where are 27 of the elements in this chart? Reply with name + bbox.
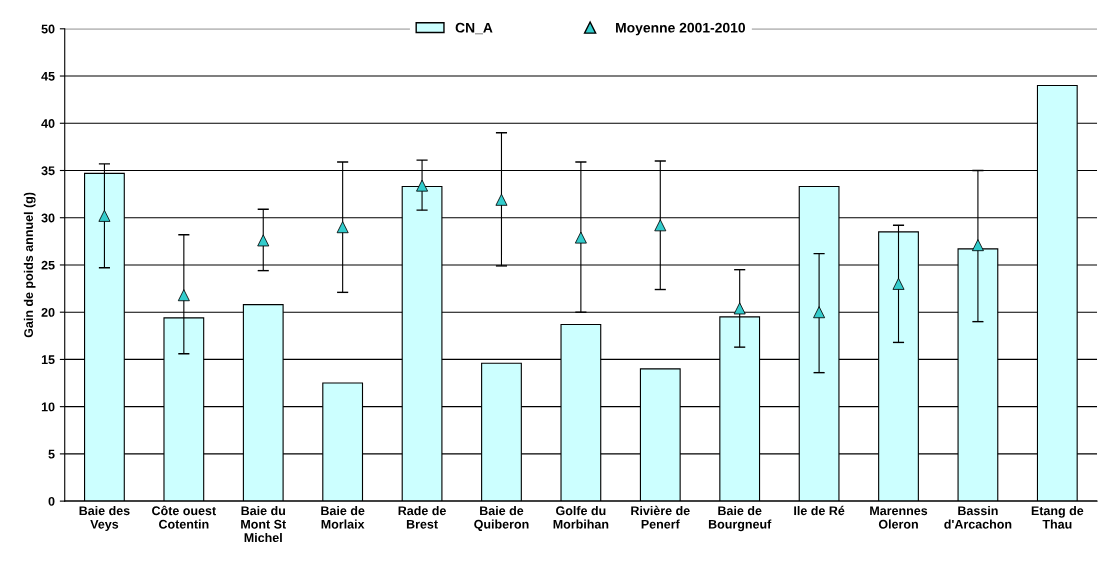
y-tick-label: 35 [41, 166, 55, 176]
x-tick-label: Ile de Ré [794, 505, 845, 516]
x-tick-label: Baie de Quiberon [474, 505, 529, 531]
y-tick-label: 25 [41, 260, 55, 270]
y-tick-label: 40 [41, 119, 55, 128]
x-tick-label: Etang de Thau [1031, 505, 1084, 529]
x-tick-label: Baie du Mont St Michel [241, 505, 287, 543]
x-tick-label: Baie des Veys [79, 505, 130, 532]
y-tick-label: 30 [41, 213, 55, 223]
y-tick-label: 10 [41, 402, 55, 412]
x-tick-label: Côte ouest Cotentin [152, 505, 216, 529]
x-tick-label: Baie de Bourgneuf [708, 505, 772, 532]
legend-label: Moyenne 2001-2010 [616, 22, 746, 36]
y-tick-label: 0 [48, 496, 55, 506]
legend-label: CN_A [455, 22, 493, 35]
x-tick-label: Marennes Oleron [870, 506, 928, 529]
x-tick-label: Baie de Morlaix [321, 505, 365, 529]
x-tick-label: Rivière de Penerf [631, 505, 690, 529]
x-tick-label: Bassin d'Arcachon [944, 505, 1012, 529]
y-tick-label: 45 [41, 71, 55, 81]
x-tick-label: Rade de Brest [398, 505, 446, 529]
y-tick-label: 5 [48, 449, 55, 459]
y-tick-label: 50 [41, 24, 55, 34]
y-tick-label: 20 [41, 307, 55, 317]
x-tick-label: Golfe du Morbihan [553, 505, 609, 529]
y-axis-title: Gain de poids annuel (g) [23, 192, 36, 338]
y-tick-label: 15 [41, 355, 55, 365]
